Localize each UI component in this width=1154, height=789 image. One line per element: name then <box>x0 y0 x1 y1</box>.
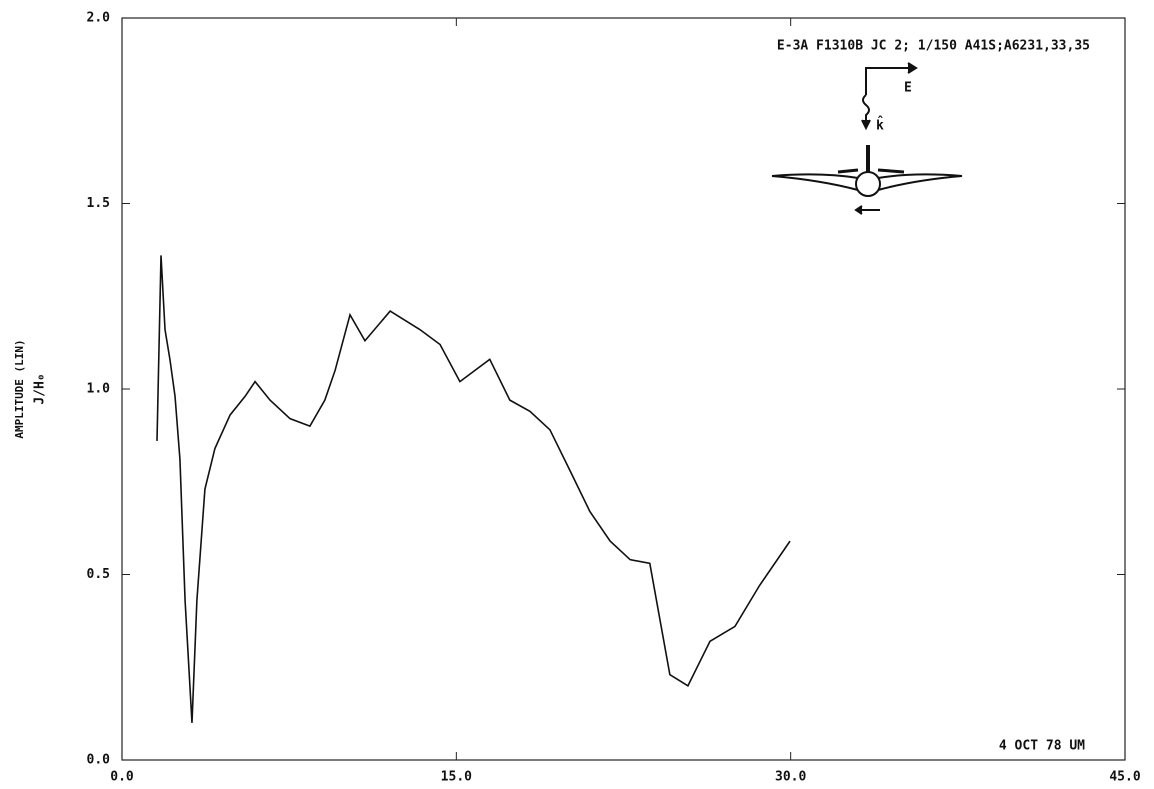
x-tick-label: 30.0 <box>775 770 806 785</box>
x-tick-label: 45.0 <box>1109 770 1140 785</box>
x-tick-label: 0.0 <box>110 770 134 785</box>
y-tick-label: 0.0 <box>87 753 111 768</box>
y-axis-label: AMPLITUDE (LIN) <box>13 339 26 438</box>
plot-frame <box>121 17 1126 761</box>
note: 4 OCT 78 UM <box>999 739 1085 754</box>
y-tick-label: 0.5 <box>87 567 110 582</box>
data-line <box>156 255 791 723</box>
x-tick-label: 15.0 <box>441 770 472 785</box>
y-tick-label: 1.0 <box>87 382 111 397</box>
chart-title: E-3A F1310B JC 2; 1/150 A41S;A6231,33,35 <box>777 39 1090 54</box>
y-tick-label: 2.0 <box>87 11 111 26</box>
aircraft-diagram <box>771 62 963 215</box>
diagram-label: k̂ <box>876 116 884 134</box>
diagram-label: E <box>904 81 912 96</box>
y-axis-label: J/H₀ <box>33 373 48 404</box>
y-tick-label: 1.5 <box>87 196 110 211</box>
